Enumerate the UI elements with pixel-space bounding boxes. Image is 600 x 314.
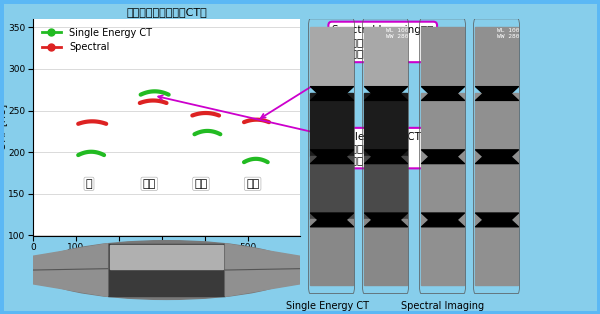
Text: 腹部: 腹部: [194, 179, 208, 189]
Bar: [475, 156, 518, 219]
Bar: [475, 27, 518, 85]
Bar: [310, 27, 353, 85]
Bar: [364, 93, 407, 156]
Bar: [475, 219, 518, 285]
Text: 肩: 肩: [86, 179, 92, 189]
Bar: [364, 219, 407, 285]
Bar: [421, 27, 464, 85]
Text: 胸部: 胸部: [143, 179, 156, 189]
Bar: [475, 93, 518, 156]
Text: Single Energy CTでは
線質硬化現象の影響で
環境ごとにCT値が変動: Single Energy CTでは 線質硬化現象の影響で 環境ごとにCT値が変…: [158, 95, 433, 165]
Bar: [421, 156, 464, 219]
Title: 希釈ヨード造影剤のCT値: 希釈ヨード造影剤のCT値: [126, 7, 207, 17]
Text: Spectral Imagingでは
線質効果現象が補正され
環境によらずCT値が安定: Spectral Imagingでは 線質効果現象が補正され 環境によらずCT値…: [261, 25, 433, 118]
Bar: [364, 156, 407, 219]
Y-axis label: CT# [HU]: CT# [HU]: [0, 104, 7, 150]
Bar: [421, 219, 464, 285]
Text: Spectral Imaging: Spectral Imaging: [401, 301, 484, 311]
Bar: [310, 93, 353, 156]
Bar: [110, 245, 223, 269]
Text: WL 100
WW 280: WL 100 WW 280: [386, 29, 409, 39]
Text: 骨盤: 骨盤: [246, 179, 259, 189]
Legend: Single Energy CT, Spectral: Single Energy CT, Spectral: [38, 24, 156, 56]
Bar: [310, 156, 353, 219]
Polygon shape: [225, 244, 300, 296]
Bar: [421, 93, 464, 156]
Ellipse shape: [33, 241, 300, 300]
Bar: [364, 27, 407, 85]
Polygon shape: [33, 244, 108, 296]
Text: WL 100
WW 280: WL 100 WW 280: [497, 29, 520, 39]
Text: Single Energy CT: Single Energy CT: [286, 301, 368, 311]
Bar: [108, 244, 225, 296]
Bar: [310, 219, 353, 285]
X-axis label: スライス位置 [mm]: スライス位置 [mm]: [134, 258, 199, 268]
